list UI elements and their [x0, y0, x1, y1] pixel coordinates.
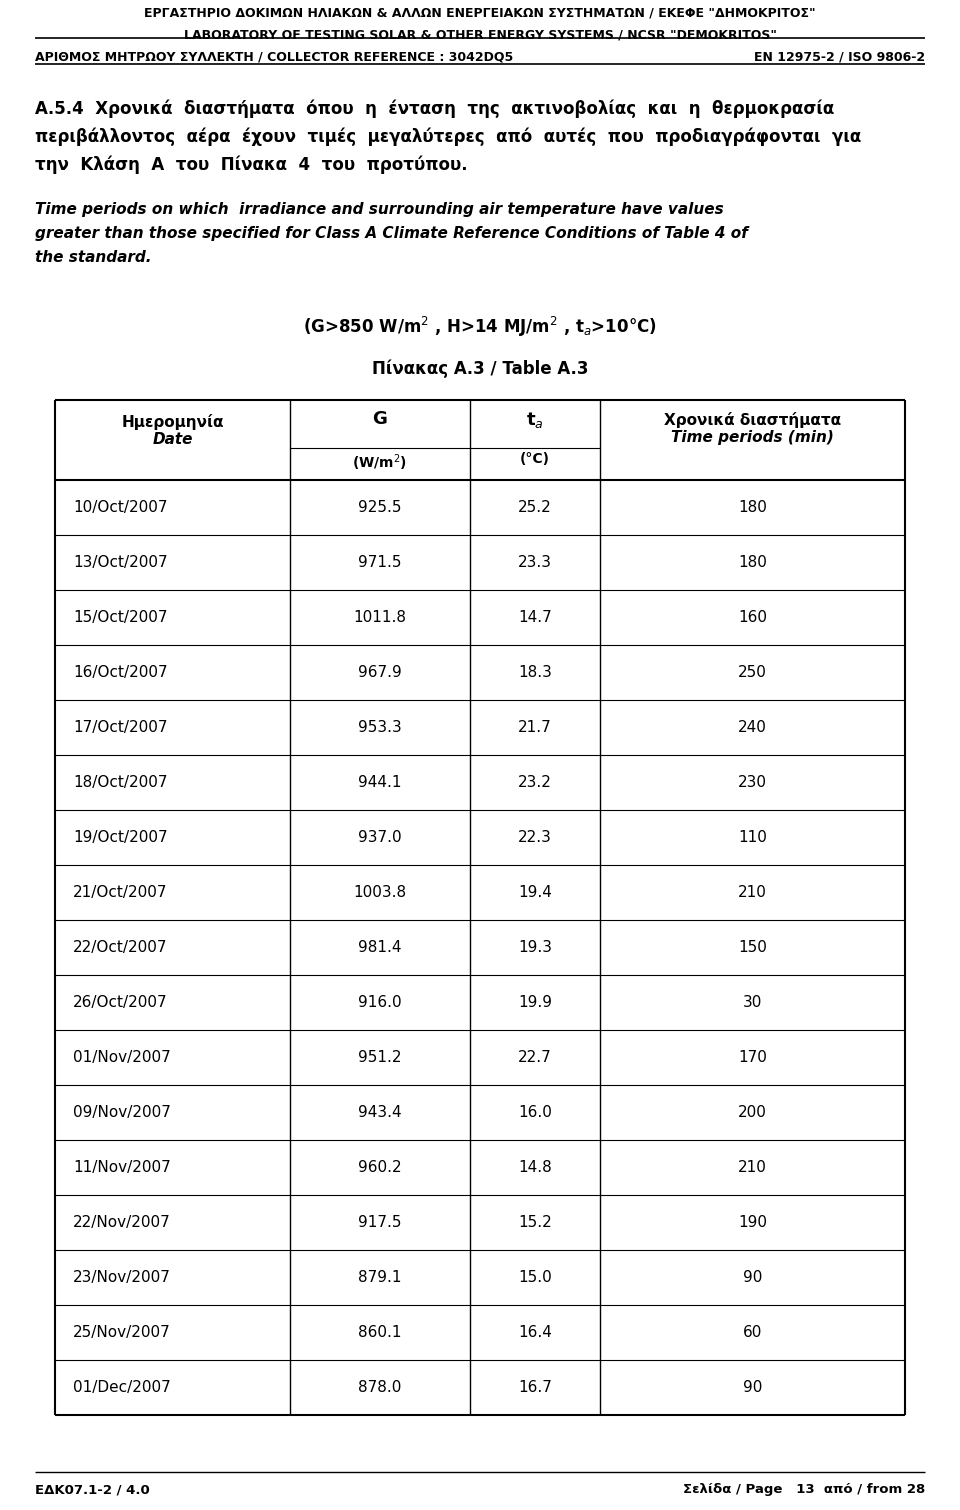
Text: 09/Nov/2007: 09/Nov/2007: [73, 1105, 171, 1120]
Text: 960.2: 960.2: [358, 1160, 402, 1175]
Text: 22/Oct/2007: 22/Oct/2007: [73, 941, 167, 954]
Text: 90: 90: [743, 1270, 762, 1285]
Text: t$_a$: t$_a$: [526, 411, 544, 430]
Text: Πίνακας Α.3 / Table A.3: Πίνακας Α.3 / Table A.3: [372, 359, 588, 379]
Text: 210: 210: [738, 1160, 767, 1175]
Text: (G>850 W/m$^2$ , H>14 MJ/m$^2$ , t$_a$>10°C): (G>850 W/m$^2$ , H>14 MJ/m$^2$ , t$_a$>1…: [303, 316, 657, 340]
Text: 916.0: 916.0: [358, 995, 402, 1010]
Text: 953.3: 953.3: [358, 720, 402, 735]
Text: 200: 200: [738, 1105, 767, 1120]
Text: 110: 110: [738, 831, 767, 846]
Text: the standard.: the standard.: [35, 251, 152, 264]
Text: 18.3: 18.3: [518, 664, 552, 680]
Text: 14.8: 14.8: [518, 1160, 552, 1175]
Text: 190: 190: [738, 1216, 767, 1231]
Text: περιβάλλοντος  αέρα  έχουν  τιμές  μεγαλύτερες  από  αυτές  που  προδιαγράφονται: περιβάλλοντος αέρα έχουν τιμές μεγαλύτερ…: [35, 128, 861, 146]
Text: 23.3: 23.3: [518, 556, 552, 569]
Text: LABORATORY OF TESTING SOLAR & OTHER ENERGY SYSTEMS / NCSR "DEMOKRITOS": LABORATORY OF TESTING SOLAR & OTHER ENER…: [183, 29, 777, 42]
Text: 01/Nov/2007: 01/Nov/2007: [73, 1049, 171, 1065]
Text: 30: 30: [743, 995, 762, 1010]
Text: Ημερομηνία: Ημερομηνία: [121, 414, 224, 430]
Text: 23/Nov/2007: 23/Nov/2007: [73, 1270, 171, 1285]
Text: 13/Oct/2007: 13/Oct/2007: [73, 556, 168, 569]
Text: ΕΡΓΑΣΤΗΡΙΟ ΔΟΚΙΜΩΝ ΗΛΙΑΚΩΝ & ΑΛΛΩΝ ΕΝΕΡΓΕΙΑΚΩΝ ΣΥΣΤΗΜΑΤΩΝ / ΕΚΕΦΕ "ΔΗΜΟΚΡΙΤΟΣ": ΕΡΓΑΣΤΗΡΙΟ ΔΟΚΙΜΩΝ ΗΛΙΑΚΩΝ & ΑΛΛΩΝ ΕΝΕΡΓ…: [144, 6, 816, 20]
Text: 25/Nov/2007: 25/Nov/2007: [73, 1324, 171, 1339]
Text: Time periods on which  irradiance and surrounding air temperature have values: Time periods on which irradiance and sur…: [35, 202, 724, 217]
Text: 917.5: 917.5: [358, 1216, 401, 1231]
Text: 25.2: 25.2: [518, 500, 552, 515]
Text: Date: Date: [153, 432, 193, 447]
Text: 19.3: 19.3: [518, 941, 552, 954]
Text: 210: 210: [738, 885, 767, 900]
Text: 19.4: 19.4: [518, 885, 552, 900]
Text: 250: 250: [738, 664, 767, 680]
Text: 967.9: 967.9: [358, 664, 402, 680]
Text: 1003.8: 1003.8: [353, 885, 407, 900]
Text: 15/Oct/2007: 15/Oct/2007: [73, 610, 167, 625]
Text: 17/Oct/2007: 17/Oct/2007: [73, 720, 167, 735]
Text: 230: 230: [738, 775, 767, 790]
Text: 18/Oct/2007: 18/Oct/2007: [73, 775, 167, 790]
Text: 26/Oct/2007: 26/Oct/2007: [73, 995, 168, 1010]
Text: 16.7: 16.7: [518, 1380, 552, 1395]
Text: 10/Oct/2007: 10/Oct/2007: [73, 500, 167, 515]
Text: 925.5: 925.5: [358, 500, 401, 515]
Text: (W/m$^2$): (W/m$^2$): [352, 451, 407, 473]
Text: 150: 150: [738, 941, 767, 954]
Text: 01/Dec/2007: 01/Dec/2007: [73, 1380, 171, 1395]
Text: 16/Oct/2007: 16/Oct/2007: [73, 664, 168, 680]
Text: 14.7: 14.7: [518, 610, 552, 625]
Text: 951.2: 951.2: [358, 1049, 401, 1065]
Text: 170: 170: [738, 1049, 767, 1065]
Text: ΑΡΙΘΜΟΣ ΜΗΤΡΩΟΥ ΣΥΛΛΕΚΤΗ / COLLECTOR REFERENCE : 3042DQ5: ΑΡΙΘΜΟΣ ΜΗΤΡΩΟΥ ΣΥΛΛΕΚΤΗ / COLLECTOR REF…: [35, 50, 514, 63]
Text: 879.1: 879.1: [358, 1270, 401, 1285]
Text: 15.2: 15.2: [518, 1216, 552, 1231]
Text: 944.1: 944.1: [358, 775, 401, 790]
Text: 180: 180: [738, 500, 767, 515]
Text: 90: 90: [743, 1380, 762, 1395]
Text: 937.0: 937.0: [358, 831, 402, 846]
Text: 16.4: 16.4: [518, 1324, 552, 1339]
Text: 11/Nov/2007: 11/Nov/2007: [73, 1160, 171, 1175]
Text: 21.7: 21.7: [518, 720, 552, 735]
Text: 943.4: 943.4: [358, 1105, 402, 1120]
Text: 23.2: 23.2: [518, 775, 552, 790]
Text: 1011.8: 1011.8: [353, 610, 406, 625]
Text: 981.4: 981.4: [358, 941, 401, 954]
Text: 60: 60: [743, 1324, 762, 1339]
Text: 971.5: 971.5: [358, 556, 401, 569]
Text: 16.0: 16.0: [518, 1105, 552, 1120]
Text: G: G: [372, 411, 388, 427]
Text: Time periods (min): Time periods (min): [671, 430, 834, 445]
Text: 240: 240: [738, 720, 767, 735]
Text: greater than those specified for Class A Climate Reference Conditions of Table 4: greater than those specified for Class A…: [35, 226, 748, 242]
Text: Σελίδα / Page   13  από / from 28: Σελίδα / Page 13 από / from 28: [683, 1483, 925, 1496]
Text: 22.3: 22.3: [518, 831, 552, 846]
Text: 22.7: 22.7: [518, 1049, 552, 1065]
Text: 19/Oct/2007: 19/Oct/2007: [73, 831, 168, 846]
Text: 21/Oct/2007: 21/Oct/2007: [73, 885, 167, 900]
Text: 19.9: 19.9: [518, 995, 552, 1010]
Text: ΕΔΚ07.1-2 / 4.0: ΕΔΚ07.1-2 / 4.0: [35, 1483, 150, 1496]
Text: (°C): (°C): [520, 451, 550, 467]
Text: 878.0: 878.0: [358, 1380, 401, 1395]
Text: 160: 160: [738, 610, 767, 625]
Text: 180: 180: [738, 556, 767, 569]
Text: 15.0: 15.0: [518, 1270, 552, 1285]
Text: την  Κλάση  Α  του  Πίνακα  4  του  προτύπου.: την Κλάση Α του Πίνακα 4 του προτύπου.: [35, 156, 468, 175]
Text: EN 12975-2 / ISO 9806-2: EN 12975-2 / ISO 9806-2: [754, 50, 925, 63]
Text: 860.1: 860.1: [358, 1324, 401, 1339]
Text: Α.5.4  Χρονικά  διαστήματα  όπου  η  ένταση  της  ακτινοβολίας  και  η  θερμοκρα: Α.5.4 Χρονικά διαστήματα όπου η ένταση τ…: [35, 100, 834, 118]
Text: Χρονικά διαστήματα: Χρονικά διαστήματα: [664, 412, 841, 427]
Text: 22/Nov/2007: 22/Nov/2007: [73, 1216, 171, 1231]
